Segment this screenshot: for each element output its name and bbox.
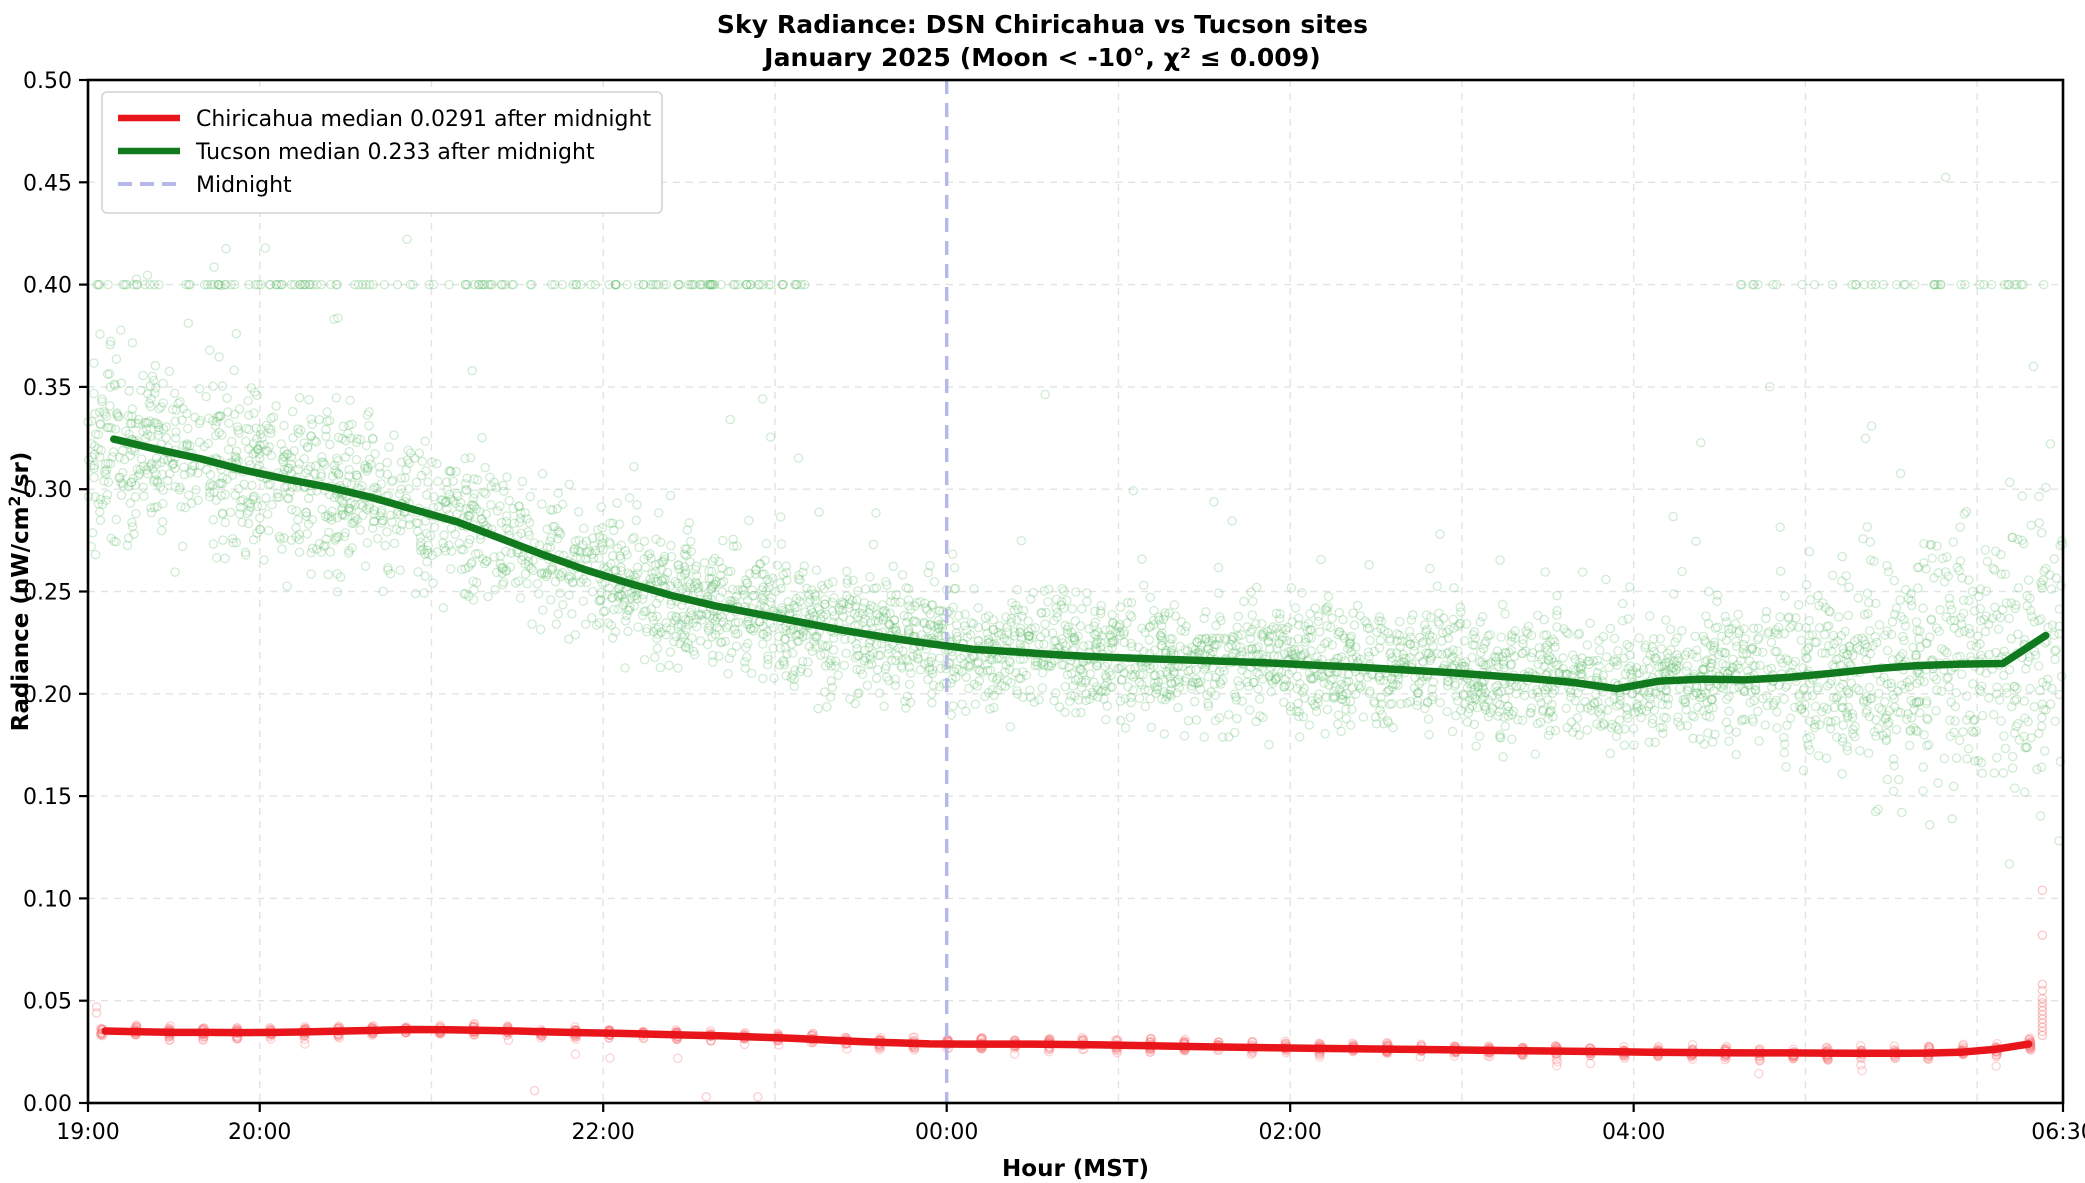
x-tick-label: 22:00: [572, 1120, 635, 1145]
y-tick-label: 0.25: [23, 581, 72, 606]
y-tick-label: 0.10: [23, 887, 72, 912]
median-lines: [101, 435, 2050, 1058]
legend-label: Tucson median 0.233 after midnight: [195, 140, 595, 165]
title-line-2: January 2025 (Moon < -10°, χ² ≤ 0.009): [764, 43, 1321, 72]
x-tick-label: 20:00: [228, 1120, 291, 1145]
x-tick-label: 04:00: [1602, 1120, 1665, 1145]
y-tick-label: 0.50: [23, 69, 72, 94]
y-axis-label: Radiance (nW/cm2/sr): [5, 452, 34, 732]
y-axis-label-tail: /sr): [8, 452, 34, 496]
legend-label: Midnight: [196, 173, 292, 198]
x-tick-label: 06:30: [2031, 1120, 2085, 1145]
x-tick-label: 19:00: [56, 1120, 119, 1145]
x-axis-label: Hour (MST): [1002, 1156, 1149, 1182]
legend-label: Chiricahua median 0.0291 after midnight: [196, 107, 651, 132]
legend[interactable]: Chiricahua median 0.0291 after midnight T…: [101, 91, 663, 214]
y-tick-label: 0.20: [23, 683, 72, 708]
y-tick-label: 0.45: [23, 171, 72, 196]
x-tick-label: 00:00: [915, 1120, 978, 1145]
y-tick-label: 0.30: [23, 478, 72, 503]
y-axis-label-main: Radiance (nW/cm: [8, 506, 34, 731]
gridlines: [87, 79, 2063, 1104]
x-tick-label: 02:00: [1258, 1120, 1321, 1145]
page-title: Sky Radiance: DSN Chiricahua vs Tucson s…: [0, 8, 2085, 74]
y-tick-label: 0.05: [23, 990, 72, 1015]
y-tick-label: 0.40: [23, 274, 72, 299]
scatter-points-chiricahua: [91, 885, 2048, 1102]
y-tick-label: 0.35: [23, 376, 72, 401]
title-line-1: Sky Radiance: DSN Chiricahua vs Tucson s…: [716, 10, 1369, 39]
y-tick-label: 0.00: [23, 1092, 72, 1117]
y-axis-label-superscript: 2: [5, 496, 24, 507]
scatter-points-tucson: [83, 172, 2068, 869]
axis-ticks: 0.00 0.05 0.10 0.15 0.20 0.25 0.30 0.35 0.40 0.45…: [23, 69, 2085, 1145]
y-tick-label: 0.15: [23, 785, 72, 810]
